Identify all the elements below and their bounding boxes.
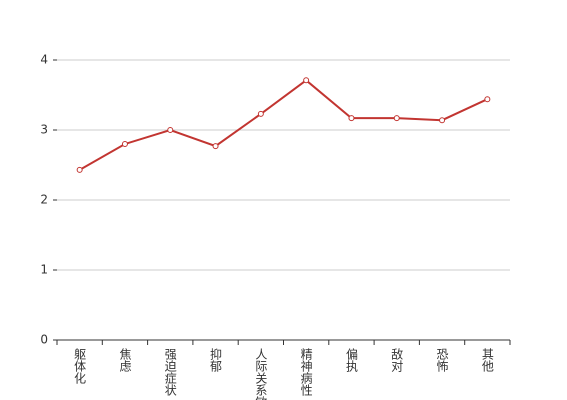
x-tick-label: 偏执	[344, 347, 358, 373]
y-tick-label: 0	[40, 333, 48, 347]
x-tick-label: 恐怖	[435, 348, 449, 372]
y-tick-label: 4	[40, 53, 48, 67]
point	[439, 117, 446, 124]
x-tick-label: 人际关系敏感	[254, 348, 268, 400]
x-tick-label: 敌对	[390, 347, 404, 372]
x-tick-label: 强迫症状	[163, 348, 177, 396]
x-tick-label: 精神病性	[299, 348, 313, 397]
point	[167, 127, 174, 133]
x-tick-label: 焦虑	[118, 348, 132, 372]
line	[79, 79, 488, 171]
y-tick-label: 2	[40, 193, 48, 207]
x-tick-label: 其他	[480, 348, 494, 372]
x-tick-label: 抑郁	[209, 347, 223, 373]
x-tick-label: 躯体化	[73, 347, 87, 385]
point	[212, 143, 219, 150]
point	[121, 141, 128, 147]
point	[303, 77, 310, 84]
point	[348, 115, 355, 122]
y-tick-label: 3	[40, 123, 48, 137]
point	[393, 115, 400, 122]
point	[257, 110, 264, 117]
point	[76, 166, 83, 173]
point	[484, 96, 491, 103]
y-tick-label: 1	[40, 263, 48, 277]
